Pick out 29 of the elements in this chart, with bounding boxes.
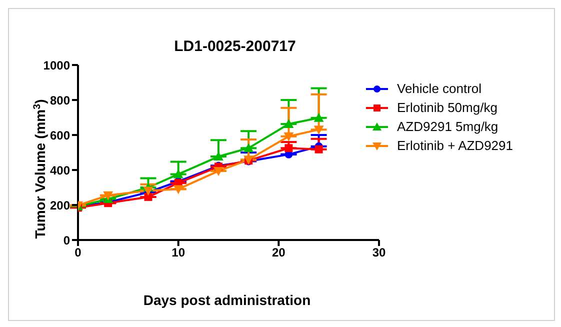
point — [314, 112, 324, 122]
y-tick-label: 600 — [50, 128, 70, 142]
x-tick-label: 20 — [272, 246, 286, 260]
y-tick-label: 200 — [50, 198, 70, 212]
y-tick-label: 1000 — [43, 58, 70, 72]
point — [213, 167, 224, 176]
x-tick-label: 10 — [172, 246, 186, 260]
point — [314, 126, 324, 135]
y-tick-label: 0 — [63, 233, 70, 248]
point — [144, 192, 152, 201]
point — [284, 118, 294, 128]
point — [284, 132, 294, 142]
legend-label: Vehicle control — [397, 81, 482, 96]
legend-label: Erlotinib 50mg/kg — [397, 100, 498, 115]
point — [284, 144, 293, 152]
chart-title: LD1-0025-200717 — [174, 38, 296, 55]
legend-label: AZD9291 5mg/kg — [397, 119, 498, 134]
x-tick-label: 30 — [372, 246, 386, 260]
point — [173, 185, 184, 194]
point — [314, 145, 323, 154]
y-tick-label: 400 — [50, 163, 70, 178]
x-tick-label: 0 — [74, 246, 82, 260]
point — [103, 191, 114, 200]
x-axis-title: Days post administration — [143, 292, 311, 308]
point — [213, 152, 224, 161]
point — [173, 169, 184, 178]
legend-label: Erlotinib + AZD9291 — [397, 138, 513, 153]
point — [244, 143, 254, 152]
y-tick-label: 800 — [50, 93, 70, 108]
